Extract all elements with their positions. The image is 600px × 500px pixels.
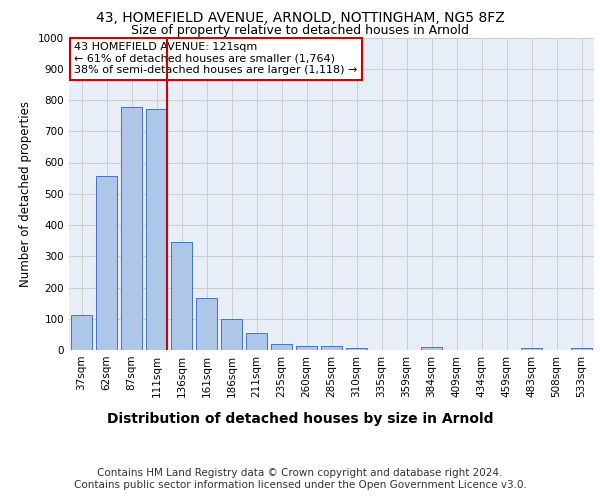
Y-axis label: Number of detached properties: Number of detached properties [19, 101, 32, 287]
Text: 43, HOMEFIELD AVENUE, ARNOLD, NOTTINGHAM, NG5 8FZ: 43, HOMEFIELD AVENUE, ARNOLD, NOTTINGHAM… [95, 11, 505, 25]
Bar [271, 344, 292, 350]
Bar [196, 298, 217, 350]
Bar [521, 348, 542, 350]
Bar [321, 346, 342, 350]
Bar [246, 334, 267, 350]
Bar [96, 176, 117, 350]
Bar [146, 110, 167, 350]
Text: Contains HM Land Registry data © Crown copyright and database right 2024.: Contains HM Land Registry data © Crown c… [97, 468, 503, 477]
Bar [421, 347, 442, 350]
Bar [121, 107, 142, 350]
Bar [346, 348, 367, 350]
Bar [296, 346, 317, 350]
Text: Size of property relative to detached houses in Arnold: Size of property relative to detached ho… [131, 24, 469, 37]
Text: Contains public sector information licensed under the Open Government Licence v3: Contains public sector information licen… [74, 480, 526, 490]
Bar [571, 348, 592, 350]
Text: 43 HOMEFIELD AVENUE: 121sqm
← 61% of detached houses are smaller (1,764)
38% of : 43 HOMEFIELD AVENUE: 121sqm ← 61% of det… [74, 42, 358, 76]
Bar [71, 315, 92, 350]
Bar [221, 320, 242, 350]
Bar [171, 242, 192, 350]
Text: Distribution of detached houses by size in Arnold: Distribution of detached houses by size … [107, 412, 493, 426]
